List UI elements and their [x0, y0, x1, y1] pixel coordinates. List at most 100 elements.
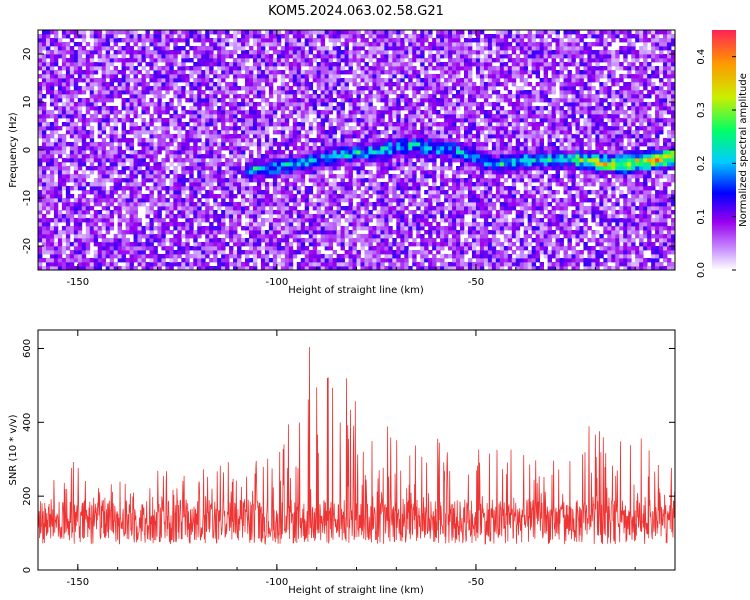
- heatmap-cell: [173, 186, 178, 191]
- heatmap-cell: [356, 34, 361, 39]
- heatmap-cell: [352, 110, 357, 115]
- heatmap-cell: [193, 118, 198, 123]
- heatmap-cell: [101, 250, 107, 255]
- heatmap-cell: [249, 266, 254, 271]
- heatmap-cell: [77, 98, 83, 103]
- heatmap-cell: [49, 90, 55, 95]
- heatmap-cell: [392, 110, 397, 115]
- heatmap-cell: [197, 190, 202, 195]
- heatmap-cell: [57, 38, 63, 43]
- heatmap-cell: [105, 158, 111, 163]
- heatmap-cell: [292, 126, 298, 131]
- heatmap-cell: [77, 74, 83, 79]
- heatmap-cell: [356, 254, 361, 259]
- heatmap-cell: [49, 58, 55, 63]
- heatmap-cell: [384, 226, 389, 231]
- heatmap-cell: [420, 166, 425, 171]
- heatmap-cell: [372, 62, 377, 67]
- heatmap-cell: [404, 126, 409, 131]
- heatmap-cell: [324, 34, 330, 39]
- heatmap-cell: [41, 194, 47, 199]
- heatmap-cell: [217, 110, 222, 115]
- heatmap-cell: [97, 182, 103, 187]
- heatmap-cell: [45, 146, 51, 151]
- heatmap-cell: [416, 226, 421, 231]
- heatmap-cell: [85, 206, 91, 211]
- heatmap-cell: [280, 178, 286, 183]
- heatmap-cell: [249, 114, 254, 119]
- heatmap-cell: [177, 178, 182, 183]
- heatmap-cell: [225, 230, 230, 235]
- heatmap-cell: [428, 50, 433, 55]
- heatmap-cell: [272, 90, 278, 95]
- heatmap-cell: [89, 46, 95, 51]
- heatmap-cell: [221, 98, 226, 103]
- heatmap-cell: [77, 186, 83, 191]
- heatmap-cell: [408, 210, 413, 215]
- heatmap-cell: [129, 54, 134, 59]
- heatmap-cell: [61, 230, 67, 235]
- heatmap-cell: [360, 106, 365, 111]
- heatmap-cell: [165, 42, 170, 47]
- heatmap-cell: [133, 234, 138, 239]
- heatmap-cell: [57, 66, 63, 71]
- heatmap-cell: [332, 118, 337, 123]
- heatmap-cell: [252, 234, 258, 239]
- heatmap-cell: [237, 262, 242, 267]
- heatmap-cell: [229, 262, 234, 267]
- heatmap-cell: [245, 30, 250, 35]
- heatmap-cell: [49, 178, 55, 183]
- heatmap-cell: [193, 62, 198, 67]
- heatmap-cell: [157, 34, 162, 39]
- heatmap-cell: [300, 158, 306, 163]
- heatmap-cell: [392, 38, 397, 43]
- heatmap-cell: [217, 46, 222, 51]
- heatmap-cell: [109, 142, 115, 147]
- heatmap-cell: [340, 214, 345, 219]
- heatmap-cell: [308, 130, 314, 135]
- heatmap-cell: [249, 34, 254, 39]
- heatmap-cell: [392, 42, 397, 47]
- heatmap-cell: [296, 198, 302, 203]
- heatmap-cell: [308, 202, 314, 207]
- heatmap-cell: [304, 162, 310, 167]
- heatmap-cell: [368, 254, 373, 259]
- heatmap-cell: [308, 222, 314, 227]
- heatmap-cell: [264, 218, 270, 223]
- heatmap-cell: [173, 58, 178, 63]
- heatmap-cell: [81, 50, 87, 55]
- heatmap-cell: [161, 74, 166, 79]
- heatmap-cell: [424, 254, 429, 259]
- heatmap-cell: [336, 242, 341, 247]
- heatmap-cell: [328, 246, 334, 251]
- heatmap-cell: [129, 62, 134, 67]
- heatmap-cell: [45, 30, 51, 35]
- heatmap-cell: [396, 134, 401, 139]
- heatmap-cell: [77, 182, 83, 187]
- heatmap-cell: [352, 166, 357, 171]
- heatmap-cell: [57, 162, 63, 167]
- heatmap-cell: [201, 250, 206, 255]
- heatmap-cell: [141, 54, 146, 59]
- heatmap-cell: [272, 62, 278, 67]
- heatmap-cell: [161, 146, 166, 151]
- heatmap-cell: [264, 114, 270, 119]
- heatmap-cell: [73, 182, 79, 187]
- heatmap-cell: [328, 54, 334, 59]
- heatmap-cell: [436, 122, 441, 127]
- heatmap-cell: [340, 234, 345, 239]
- heatmap-cell: [288, 78, 294, 83]
- heatmap-cell: [328, 214, 334, 219]
- heatmap-cell: [105, 86, 111, 91]
- heatmap-cell: [69, 70, 75, 75]
- heatmap-cell: [372, 226, 377, 231]
- heatmap-cell: [332, 38, 337, 43]
- heatmap-cell: [193, 206, 198, 211]
- heatmap-cell: [424, 46, 429, 51]
- heatmap-cell: [264, 122, 270, 127]
- heatmap-cell: [424, 150, 429, 155]
- heatmap-cell: [117, 178, 123, 183]
- heatmap-cell: [57, 190, 63, 195]
- heatmap-cell: [197, 162, 202, 167]
- heatmap-cell: [376, 218, 381, 223]
